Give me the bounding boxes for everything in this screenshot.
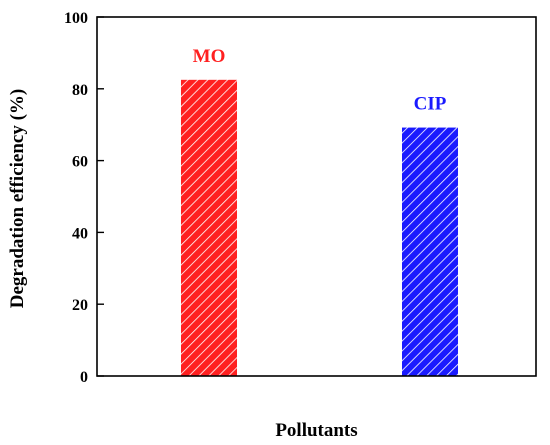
x-axis-label: Pollutants bbox=[275, 420, 357, 441]
y-tick-label: 100 bbox=[64, 10, 88, 27]
bar-label-mo: MO bbox=[193, 46, 226, 67]
y-tick-label: 40 bbox=[72, 225, 88, 242]
bar-cip bbox=[402, 127, 458, 377]
y-axis-label: Degradation efficiency (%) bbox=[7, 89, 28, 309]
bar-mo bbox=[181, 79, 237, 376]
y-tick-label: 60 bbox=[72, 154, 88, 171]
y-tick-label: 20 bbox=[72, 297, 88, 314]
y-tick-label: 0 bbox=[80, 369, 88, 386]
y-tick-label: 80 bbox=[72, 82, 88, 99]
bar-label-cip: CIP bbox=[414, 94, 447, 115]
bars-group: MO CIP bbox=[181, 46, 458, 377]
y-axis-ticks: 0 20 40 60 80 100 bbox=[64, 10, 104, 386]
plot-frame bbox=[96, 16, 537, 377]
